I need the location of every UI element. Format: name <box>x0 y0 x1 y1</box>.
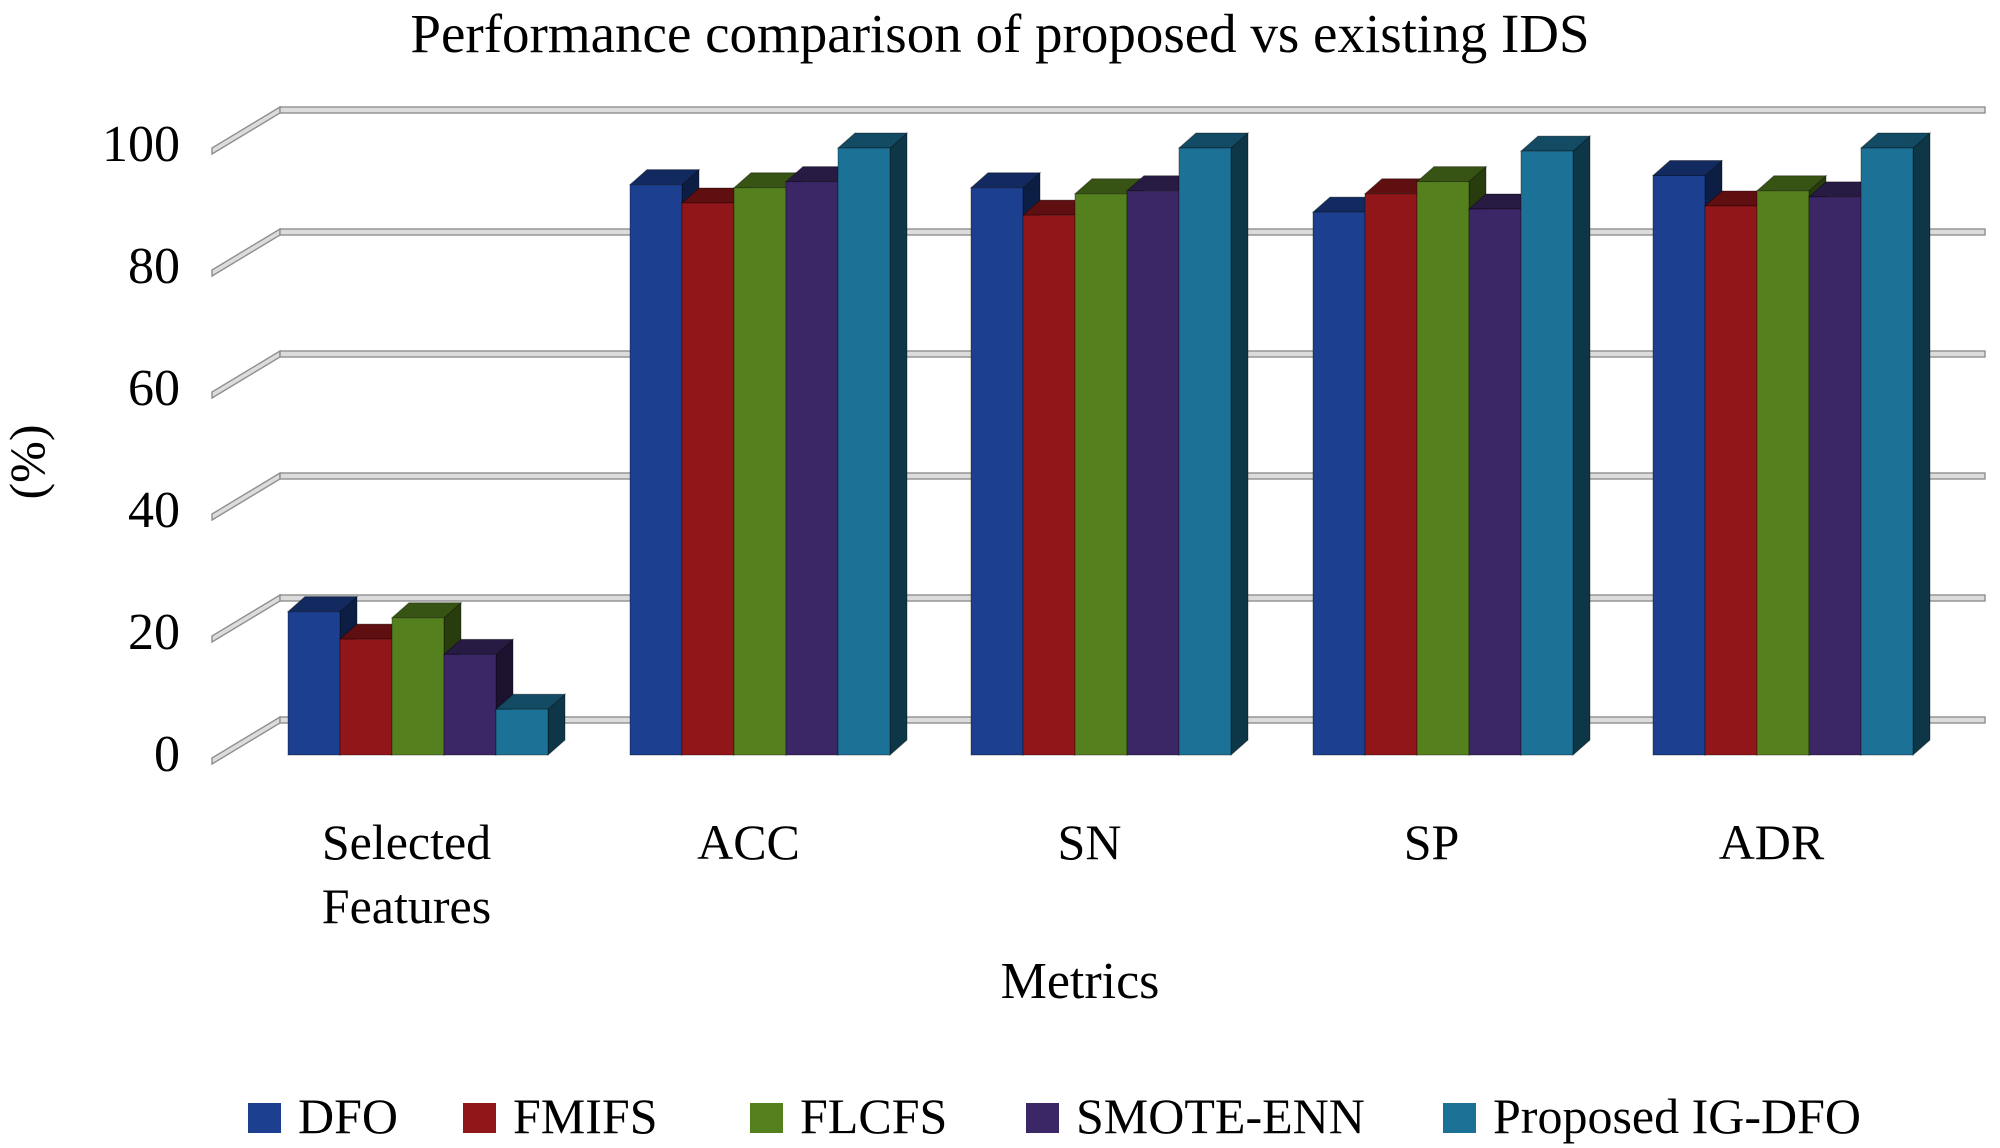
legend-item: DFO <box>248 1088 398 1144</box>
bar-dfo-selected-features <box>287 611 341 756</box>
legend-swatch <box>750 1103 783 1133</box>
category-label: ACC <box>697 814 800 870</box>
legend-label: SMOTE-ENN <box>1076 1088 1365 1144</box>
bar-proposed-ig-dfo-adr <box>1860 147 1914 756</box>
category-label: ADR <box>1718 814 1825 870</box>
bar-dfo-sp <box>1312 211 1366 756</box>
gridline <box>279 106 1986 114</box>
bar-proposed-ig-dfo-sn <box>1178 147 1232 756</box>
bar-flcfs-sp <box>1416 181 1470 756</box>
bar-proposed-ig-dfo-sp <box>1520 150 1574 756</box>
gridline-tick <box>211 715 281 766</box>
bar-flcfs-acc <box>733 187 787 756</box>
x-axis-label: Metrics <box>1000 953 1160 1010</box>
gridline-tick <box>211 105 281 156</box>
y-tick-label: 80 <box>128 238 180 295</box>
gridline-tick <box>211 471 281 522</box>
legend-label: DFO <box>298 1088 399 1144</box>
y-tick-label: 60 <box>128 360 180 417</box>
legend-label: FLCFS <box>800 1088 948 1144</box>
bar-proposed-ig-dfo-adr <box>1912 131 1931 757</box>
y-tick-label: 20 <box>128 604 180 661</box>
bar-proposed-ig-dfo-acc <box>889 131 908 757</box>
category-label: SN <box>1057 814 1122 870</box>
legend-item: FLCFS <box>750 1088 947 1144</box>
bar-proposed-ig-dfo-sp <box>1572 134 1591 757</box>
bar-dfo-acc <box>629 184 683 756</box>
bar-flcfs-adr <box>1756 190 1810 756</box>
y-tick-label: 40 <box>128 482 180 539</box>
bar-fmifs-sp <box>1364 193 1418 756</box>
y-tick-label: 100 <box>102 116 180 173</box>
bar-dfo-sn <box>970 187 1024 756</box>
category-label: SP <box>1403 814 1460 870</box>
bar-proposed-ig-dfo-sn <box>1230 131 1249 757</box>
chart-title: Performance comparison of proposed vs ex… <box>410 3 1590 64</box>
bar-flcfs-selected-features <box>391 617 445 756</box>
bar-smote-enn-selected-features <box>443 653 497 756</box>
gridline-tick <box>211 227 281 278</box>
legend-swatch <box>1443 1103 1476 1133</box>
legend-item: SMOTE-ENN <box>1026 1088 1365 1144</box>
legend-item: Proposed IG-DFO <box>1443 1088 1861 1144</box>
legend-swatch <box>1026 1103 1059 1133</box>
category-label: Selected Features <box>321 814 492 934</box>
bar-fmifs-sn <box>1022 214 1076 756</box>
legend-label: Proposed IG-DFO <box>1493 1088 1862 1144</box>
bar-proposed-ig-dfo-acc <box>837 147 891 756</box>
legend-item: FMIFS <box>463 1088 658 1144</box>
legend-swatch <box>463 1103 496 1133</box>
bar-smote-enn-adr <box>1808 196 1862 756</box>
bar-flcfs-sn <box>1074 193 1128 756</box>
bar-fmifs-adr <box>1704 205 1758 756</box>
bar-fmifs-acc <box>681 202 735 756</box>
bar-smote-enn-sp <box>1468 208 1522 756</box>
legend-swatch <box>248 1103 281 1133</box>
bar-fmifs-selected-features <box>339 638 393 756</box>
legend: DFO FMIFS FLCFS SMOTE-ENN Proposed IG-DFO <box>0 1088 2000 1148</box>
gridline-tick <box>211 593 281 644</box>
legend-label: FMIFS <box>513 1088 658 1144</box>
bar-smote-enn-sn <box>1126 190 1180 756</box>
gridline-tick <box>211 349 281 400</box>
y-tick-label: 0 <box>154 726 180 783</box>
bar-dfo-adr <box>1652 175 1706 756</box>
bar-smote-enn-acc <box>785 181 839 756</box>
bar-proposed-ig-dfo-selected-features <box>495 708 549 756</box>
